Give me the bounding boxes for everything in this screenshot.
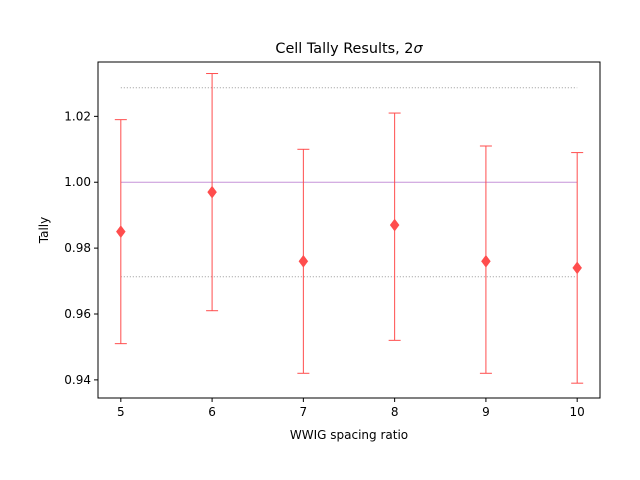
y-tick-label: 0.94 bbox=[64, 373, 91, 387]
plot-frame bbox=[97, 61, 601, 399]
x-tick-label: 8 bbox=[391, 405, 399, 419]
y-axis: 0.94 0.96 0.98 1.00 1.02 bbox=[64, 109, 98, 387]
data-point-diamond bbox=[572, 261, 582, 275]
x-axis: 5 6 7 8 9 10 bbox=[117, 398, 585, 419]
x-tick-label: 7 bbox=[300, 405, 308, 419]
y-tick-label: 1.02 bbox=[64, 109, 91, 123]
data-point-diamond bbox=[481, 254, 491, 268]
data-point-diamond bbox=[116, 225, 126, 239]
y-axis-label: Tally bbox=[37, 217, 51, 244]
x-tick-label: 6 bbox=[208, 405, 216, 419]
y-tick-label: 1.00 bbox=[64, 175, 91, 189]
chart-title: Cell Tally Results, 2σ bbox=[275, 41, 423, 57]
y-tick-label: 0.98 bbox=[64, 241, 91, 255]
x-axis-label: WWIG spacing ratio bbox=[290, 428, 408, 442]
data-point-diamond bbox=[298, 254, 309, 268]
x-tick-label: 5 bbox=[117, 405, 125, 419]
data-point-diamond bbox=[207, 185, 217, 199]
x-tick-label: 9 bbox=[482, 405, 490, 419]
data-point-diamond bbox=[389, 218, 400, 232]
y-tick-label: 0.96 bbox=[64, 307, 91, 321]
x-tick-label: 10 bbox=[570, 405, 585, 419]
title-sigma-symbol: σ bbox=[413, 41, 423, 57]
plot-layer bbox=[114, 73, 584, 384]
